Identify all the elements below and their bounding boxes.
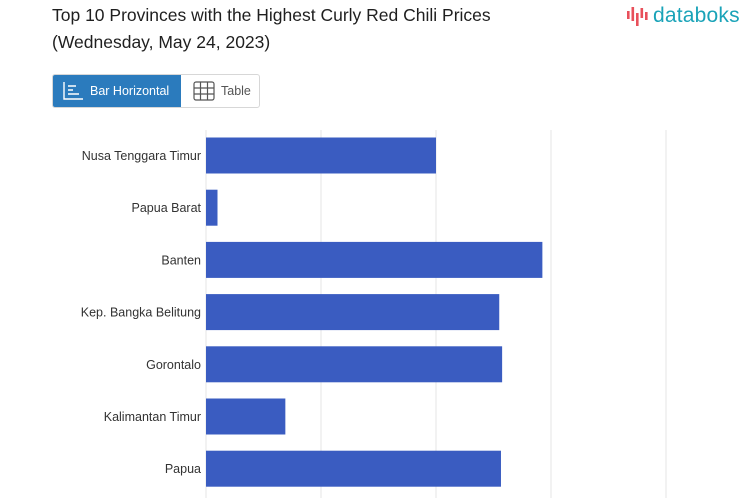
category-label: Nusa Tenggara Timur [82,149,201,163]
bar[interactable] [206,450,501,487]
bar[interactable] [206,294,500,331]
category-label: Papua [165,462,201,476]
chart-subtitle-date: (Wednesday, May 24, 2023) [52,32,271,52]
view-toggle: Bar Horizontal Table [52,74,260,108]
category-label: Kep. Bangka Belitung [81,306,201,320]
bar[interactable] [206,346,503,383]
table-button[interactable]: Table [181,75,259,107]
category-label: Kalimantan Timur [104,410,201,424]
chart-title: Top 10 Provinces with the Highest Curly … [52,2,612,56]
databoks-logo-icon [627,7,648,26]
category-label: Banten [161,253,201,267]
category-label: Papua Barat [132,201,202,215]
bar[interactable] [206,137,436,174]
bar[interactable] [206,189,218,226]
category-label: Gorontalo [146,358,201,372]
bar-chart-icon [63,82,83,100]
bar[interactable] [206,398,286,435]
chart-title-line1: Top 10 Provinces with the Highest Curly … [52,5,491,25]
table-label: Table [221,84,251,98]
bar-horizontal-label: Bar Horizontal [90,84,170,98]
bar-horizontal-button[interactable]: Bar Horizontal [53,75,181,107]
databoks-logo-text: databoks [653,4,740,27]
databoks-logo[interactable]: databoks [626,3,740,29]
bar[interactable] [206,241,543,278]
table-icon [193,81,215,101]
